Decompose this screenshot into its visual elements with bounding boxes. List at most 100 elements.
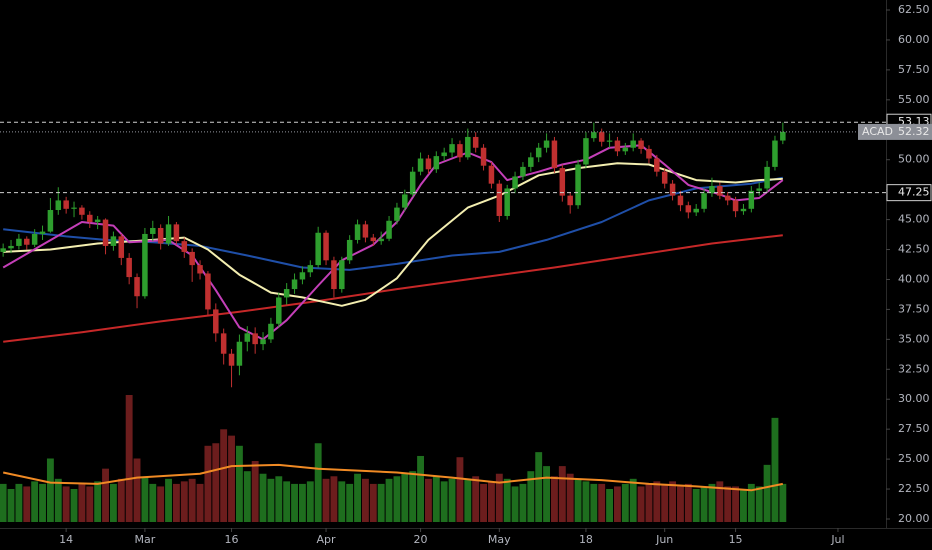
volume-bar <box>614 486 621 522</box>
x-tick-label: May <box>488 533 511 546</box>
volume-bar <box>464 478 472 522</box>
volume-bar <box>259 473 267 522</box>
volume-bar <box>243 471 251 522</box>
volume-bar <box>590 483 598 522</box>
volume-bar <box>125 395 133 522</box>
x-tick-label: 15 <box>729 533 743 546</box>
candle-body <box>283 289 290 298</box>
volume-bar <box>46 458 54 522</box>
volume-bar <box>661 483 669 522</box>
volume-bar <box>0 483 7 522</box>
candle-body <box>94 219 101 222</box>
candle-body <box>567 195 573 206</box>
x-tick-label: 20 <box>414 533 428 546</box>
candle-body <box>480 147 487 166</box>
candle-body <box>677 195 684 206</box>
volume-bar <box>267 478 275 522</box>
volume-bar <box>275 476 283 522</box>
volume-bar <box>448 478 456 522</box>
level-tag <box>886 184 932 202</box>
candle-body <box>559 168 566 196</box>
y-tick-label: 30.00 <box>898 392 930 405</box>
candle-body <box>87 214 93 222</box>
candle-body <box>307 265 314 273</box>
volume-bar <box>220 429 228 522</box>
volume-bar <box>432 476 440 522</box>
volume-bar <box>102 468 109 522</box>
volume-bar <box>543 466 551 522</box>
volume-bar <box>393 476 401 522</box>
volume-bar <box>677 486 684 522</box>
candle-body <box>598 132 605 142</box>
candle-body <box>181 241 188 252</box>
volume-bar <box>480 483 487 522</box>
candle-body <box>638 140 644 149</box>
candle-body <box>150 227 156 234</box>
volume-bar <box>94 481 102 522</box>
candle-body <box>157 227 164 244</box>
volume-bar <box>117 478 125 522</box>
volume-bar <box>747 483 755 522</box>
candle-body <box>110 236 117 246</box>
volume-bar <box>377 483 385 522</box>
volume-bar <box>740 488 747 522</box>
y-tick-label: 37.50 <box>898 302 930 315</box>
volume-bar <box>291 483 298 522</box>
volume-bar <box>511 486 519 522</box>
candle-body <box>220 333 227 354</box>
candle-body <box>709 186 715 194</box>
candle-body <box>630 140 636 148</box>
volume-bar <box>70 488 78 522</box>
candle-body <box>441 152 447 157</box>
y-tick-label: 20.00 <box>898 512 930 525</box>
y-tick-label: 25.00 <box>898 452 930 465</box>
y-tick-label: 60.00 <box>898 33 930 46</box>
candle-body <box>236 341 243 366</box>
candle-body <box>646 148 652 159</box>
y-tick-label: 55.00 <box>898 93 930 106</box>
volume-bar <box>196 483 204 522</box>
candle-body <box>551 140 558 169</box>
candle-body <box>425 158 432 170</box>
candle-body <box>488 165 495 184</box>
volume-bar <box>369 483 377 522</box>
volume-bar <box>235 445 243 522</box>
candle-body <box>126 257 132 278</box>
candle-body <box>717 186 723 196</box>
volume-bar <box>621 483 629 522</box>
y-tick-label: 32.50 <box>898 362 930 375</box>
y-tick-label: 40.00 <box>898 272 930 285</box>
candle-body <box>583 138 589 165</box>
candle-body <box>244 333 251 342</box>
candle-body <box>0 248 6 252</box>
x-tick-label: Jun <box>655 533 673 546</box>
volume-bar <box>472 476 480 522</box>
volume-bar <box>157 486 165 522</box>
volume-bar <box>653 481 661 522</box>
volume-bar <box>298 483 306 522</box>
candle-body <box>268 323 274 340</box>
candle-body <box>370 237 377 242</box>
volume-bar <box>409 471 417 522</box>
candle-body <box>764 166 770 189</box>
candle-body <box>528 157 534 167</box>
level-tag-label: 47.25 <box>898 186 930 199</box>
volume-bar <box>637 486 645 522</box>
candle-body <box>402 194 408 208</box>
volume-bar <box>724 486 732 522</box>
volume-bar <box>582 481 590 522</box>
volume-bar <box>306 481 314 522</box>
volume-bar <box>354 473 361 522</box>
candle-body <box>197 265 203 274</box>
candle-body <box>701 193 707 209</box>
volume-bar <box>54 478 62 522</box>
volume-bar <box>283 481 291 522</box>
volume-bar <box>62 486 70 522</box>
volume-bar <box>149 483 157 522</box>
candle-body <box>740 208 747 212</box>
volume-bar <box>330 476 338 522</box>
volume-bar <box>180 481 188 522</box>
candle-body <box>39 231 46 234</box>
candle-body <box>299 272 306 280</box>
